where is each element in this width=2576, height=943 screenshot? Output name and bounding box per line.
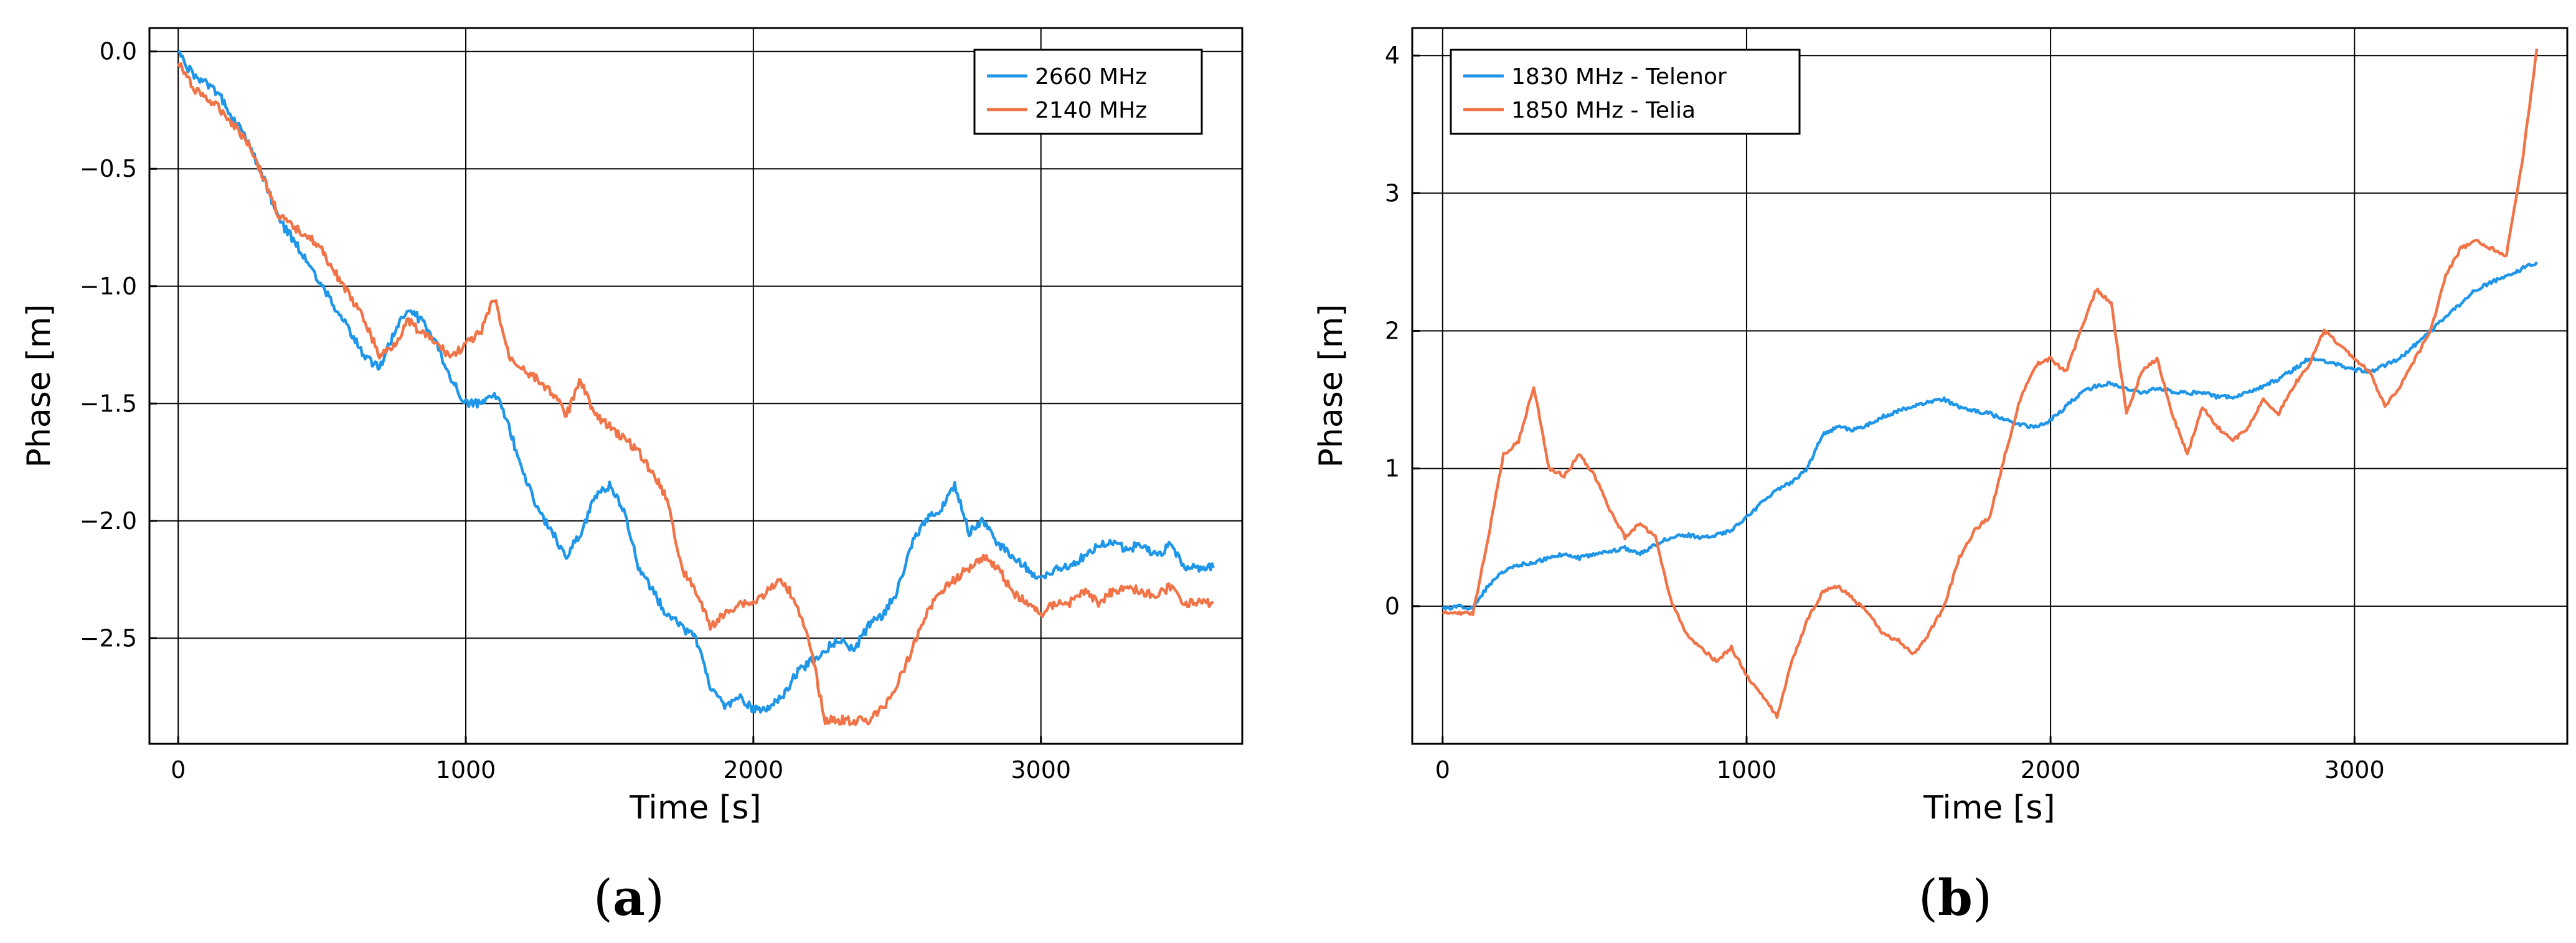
series-group-a [177,50,1215,726]
y-tick-label-a-0: 0.0 [100,38,137,65]
x-axis-title-a: Time [s] [629,789,761,827]
y-tick-label-a-4: −2.0 [80,507,137,535]
panel-a: 0 1000 2000 3000 0.0 −0.5 −1.0 −1.5 −2.0 −2.5 Tim… [21,27,1243,927]
x-tick-label-b-2: 2000 [2021,756,2081,784]
legend-label-2140: 2140 MHz [1035,98,1147,123]
x-tick-label-b-1: 1000 [1717,756,1777,784]
legend-box-a [973,49,1203,135]
y-tick-label-a-2: −1.0 [80,273,137,300]
x-tick-label-b-3: 3000 [2324,756,2385,784]
x-tick-label-a-3: 3000 [1011,756,1071,784]
panel-b: 0 1000 2000 3000 0 1 2 3 4 Time [s] Phase [m] 18… [1313,27,2569,927]
x-tick-label-a-2: 2000 [724,756,784,784]
legend-a: 2660 MHz 2140 MHz [973,49,1203,135]
series-line-b-1 [1441,48,2539,720]
y-tick-label-a-1: −0.5 [80,155,137,182]
legend-box-b [1450,49,1801,135]
panel-caption-b: (b) [1918,868,1992,927]
plot-area-a [148,27,1243,745]
y-tick-label-b-4: 4 [1385,42,1400,69]
series-group-b [1441,48,2539,720]
y-tick-label-b-3: 3 [1385,179,1400,207]
y-tick-label-a-3: −1.5 [80,390,137,417]
series-line-a-0 [177,50,1215,714]
legend-label-2660: 2660 MHz [1035,64,1147,90]
panel-label-b: b [1938,868,1973,927]
y-axis-title-b: Phase [m] [1313,304,1350,467]
tick-labels-b: 0 1000 2000 3000 0 1 2 3 4 [1385,42,2385,784]
panel-caption-a: (a) [593,868,664,927]
series-line-a-1 [177,62,1214,726]
y-tick-label-b-0: 0 [1385,593,1400,620]
x-tick-label-b-0: 0 [1435,756,1450,784]
grid-b [1412,28,2567,744]
x-tick-label-a-0: 0 [171,756,186,784]
y-axis-title-a: Phase [m] [21,304,58,467]
series-line-b-0 [1441,261,2539,611]
plot-area-b [1411,27,2569,745]
legend-b: 1830 MHz - Telenor 1850 MHz - Telia [1450,49,1801,135]
x-tick-label-a-1: 1000 [436,756,496,784]
y-tick-label-b-1: 1 [1385,455,1400,482]
y-tick-label-a-5: −2.5 [80,624,137,652]
x-axis-title-b: Time [s] [1923,789,2055,827]
panel-label-a: a [613,868,645,927]
y-tick-label-b-2: 2 [1385,317,1400,345]
legend-label-telenor: 1830 MHz - Telenor [1511,64,1727,90]
tick-labels-a: 0 1000 2000 3000 0.0 −0.5 −1.0 −1.5 −2.0 −2.5 [80,38,1071,784]
legend-label-telia: 1850 MHz - Telia [1511,98,1696,123]
